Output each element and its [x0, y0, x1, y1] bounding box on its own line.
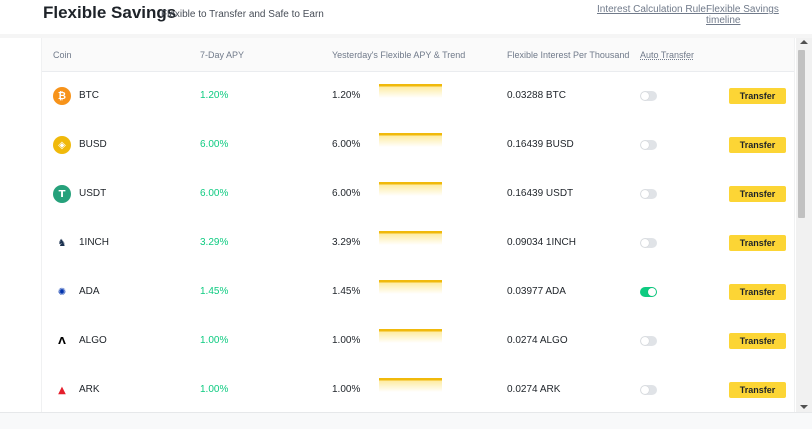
seven-day-apy: 1.20% [200, 90, 229, 101]
yesterday-apy: 6.00% [332, 139, 361, 150]
btc-icon: ₿ [53, 87, 71, 105]
savings-table: Coin 7-Day APY Yesterday's Flexible APY … [0, 38, 796, 412]
interest-per-thousand: 0.09034 1INCH [507, 237, 576, 248]
coin-name: 1INCH [79, 237, 110, 248]
header-divider [0, 34, 812, 38]
usdt-icon: T [53, 185, 71, 203]
toggle-knob [641, 386, 649, 394]
busd-icon: ◈ [53, 136, 71, 154]
auto-transfer-toggle[interactable] [640, 140, 657, 150]
coin-name: ALGO [79, 335, 107, 346]
transfer-button[interactable]: Transfer [729, 382, 786, 398]
interest-per-thousand: 0.16439 USDT [507, 188, 574, 199]
coin-name: BUSD [79, 139, 107, 150]
transfer-button[interactable]: Transfer [729, 235, 786, 251]
apy-trend-sparkline [379, 329, 442, 343]
yesterday-apy: 1.20% [332, 90, 361, 101]
toggle-knob [648, 288, 656, 296]
toggle-knob [641, 141, 649, 149]
toggle-knob [641, 190, 649, 198]
interest-per-thousand: 0.03288 BTC [507, 90, 566, 101]
1inch-icon: ♞ [53, 234, 71, 252]
apy-trend-sparkline [379, 133, 442, 147]
table-header: Coin 7-Day APY Yesterday's Flexible APY … [42, 38, 794, 72]
column-header-coin: Coin [53, 50, 72, 60]
seven-day-apy: 1.00% [200, 335, 229, 346]
table-row: ₿ BTC 1.20% 1.20% 0.03288 BTC Transfer [42, 72, 794, 121]
algo-icon: Λ [53, 332, 71, 350]
auto-transfer-toggle[interactable] [640, 287, 657, 297]
table-row: ▲ ARK 1.00% 1.00% 0.0274 ARK Transfer [42, 366, 794, 412]
table-row: T USDT 6.00% 6.00% 0.16439 USDT Transfer [42, 170, 794, 219]
table-right-border [794, 38, 795, 412]
transfer-button[interactable]: Transfer [729, 333, 786, 349]
apy-trend-sparkline [379, 84, 442, 98]
seven-day-apy: 6.00% [200, 139, 229, 150]
coin-name: ADA [79, 286, 100, 297]
bottom-edge [0, 412, 812, 429]
seven-day-apy: 1.45% [200, 286, 229, 297]
auto-transfer-toggle[interactable] [640, 189, 657, 199]
scroll-down-arrow-icon[interactable] [800, 405, 808, 409]
seven-day-apy: 6.00% [200, 188, 229, 199]
column-header-auto-transfer[interactable]: Auto Transfer [640, 50, 695, 60]
apy-trend-sparkline [379, 280, 442, 294]
table-left-border [41, 38, 42, 412]
yesterday-apy: 3.29% [332, 237, 361, 248]
transfer-button[interactable]: Transfer [729, 88, 786, 104]
interest-per-thousand: 0.03977 ADA [507, 286, 566, 297]
interest-per-thousand: 0.16439 BUSD [507, 139, 574, 150]
transfer-button[interactable]: Transfer [729, 284, 786, 300]
flexible-savings-timeline-link[interactable]: Flexible Savings timeline [706, 4, 779, 26]
yesterday-apy: 1.45% [332, 286, 361, 297]
page-header: Flexible Savings Flexible to Transfer an… [0, 0, 812, 34]
toggle-knob [641, 337, 649, 345]
ark-icon: ▲ [53, 381, 71, 399]
toggle-knob [641, 92, 649, 100]
column-header-yesterday-apy-trend: Yesterday's Flexible APY & Trend [332, 50, 466, 60]
table-row: ♞ 1INCH 3.29% 3.29% 0.09034 1INCH Transf… [42, 219, 794, 268]
page-subtitle: Flexible to Transfer and Safe to Earn [161, 9, 324, 20]
table-row: Λ ALGO 1.00% 1.00% 0.0274 ALGO Transfer [42, 317, 794, 366]
apy-trend-sparkline [379, 231, 442, 245]
scrollbar-thumb[interactable] [798, 50, 805, 218]
interest-calculation-rule-link[interactable]: Interest Calculation Rule [597, 4, 706, 15]
transfer-button[interactable]: Transfer [729, 186, 786, 202]
transfer-button[interactable]: Transfer [729, 137, 786, 153]
page-title: Flexible Savings [43, 3, 177, 22]
auto-transfer-toggle[interactable] [640, 336, 657, 346]
yesterday-apy: 6.00% [332, 188, 361, 199]
coin-name: USDT [79, 188, 107, 199]
apy-trend-sparkline [379, 182, 442, 196]
yesterday-apy: 1.00% [332, 384, 361, 395]
auto-transfer-toggle[interactable] [640, 385, 657, 395]
scroll-up-arrow-icon[interactable] [800, 40, 808, 44]
column-header-interest-per-thousand: Flexible Interest Per Thousand [507, 50, 630, 60]
coin-name: BTC [79, 90, 99, 101]
column-header-7day-apy: 7-Day APY [200, 50, 245, 60]
yesterday-apy: 1.00% [332, 335, 361, 346]
table-row: ✺ ADA 1.45% 1.45% 0.03977 ADA Transfer [42, 268, 794, 317]
seven-day-apy: 3.29% [200, 237, 229, 248]
auto-transfer-toggle[interactable] [640, 238, 657, 248]
toggle-knob [641, 239, 649, 247]
interest-per-thousand: 0.0274 ARK [507, 384, 561, 395]
seven-day-apy: 1.00% [200, 384, 229, 395]
coin-name: ARK [79, 384, 100, 395]
interest-per-thousand: 0.0274 ALGO [507, 335, 568, 346]
table-row: ◈ BUSD 6.00% 6.00% 0.16439 BUSD Transfer [42, 121, 794, 170]
apy-trend-sparkline [379, 378, 442, 392]
vertical-scrollbar[interactable] [796, 38, 812, 412]
auto-transfer-toggle[interactable] [640, 91, 657, 101]
ada-icon: ✺ [53, 283, 71, 301]
